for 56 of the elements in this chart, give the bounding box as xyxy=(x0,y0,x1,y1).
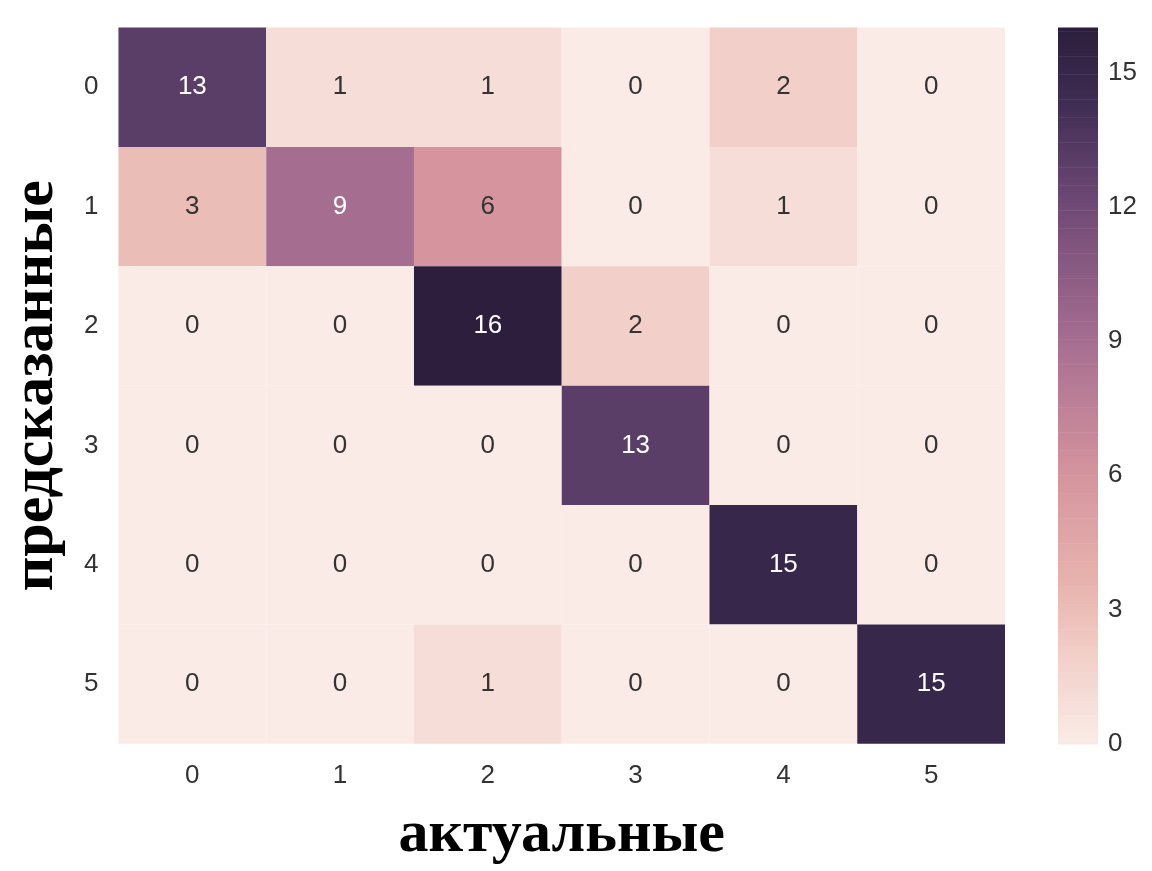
data-label: 0 xyxy=(923,189,939,220)
x-axis-title: актуальные xyxy=(398,797,725,864)
data-label: 15 xyxy=(916,667,946,698)
data-label: 13 xyxy=(621,428,651,459)
color-bar-label: 15 xyxy=(1108,55,1137,86)
x-tick-label: 4 xyxy=(776,758,791,789)
data-label: 1 xyxy=(776,189,791,220)
data-label: 16 xyxy=(473,309,503,340)
data-label: 15 xyxy=(768,547,798,578)
data-label: 3 xyxy=(185,189,200,220)
x-tick-label: 1 xyxy=(332,758,348,789)
x-tick-label: 2 xyxy=(480,758,496,789)
data-label: 0 xyxy=(628,667,643,698)
data-label: 0 xyxy=(776,428,791,459)
data-label: 6 xyxy=(480,189,496,220)
color-bar-label: 0 xyxy=(1108,726,1123,757)
data-label: 1 xyxy=(480,667,496,698)
data-label: 0 xyxy=(776,309,791,340)
data-label: 1 xyxy=(332,70,348,101)
data-label: 2 xyxy=(628,309,643,340)
data-label: 0 xyxy=(332,547,348,578)
x-tick-label: 5 xyxy=(923,758,939,789)
data-label: 0 xyxy=(185,547,200,578)
data-label: 0 xyxy=(628,70,643,101)
data-label: 0 xyxy=(480,547,496,578)
data-label: 0 xyxy=(923,547,939,578)
data-label: 1 xyxy=(480,70,496,101)
x-tick-label: 3 xyxy=(628,758,643,789)
y-tick-label: 1 xyxy=(83,189,99,220)
data-label: 0 xyxy=(923,70,939,101)
data-label: 0 xyxy=(628,189,643,220)
data-label: 2 xyxy=(776,70,791,101)
data-label: 0 xyxy=(332,428,348,459)
y-tick-label: 3 xyxy=(83,428,99,459)
data-label: 0 xyxy=(332,309,348,340)
data-label: 0 xyxy=(332,667,348,698)
y-tick-label: 5 xyxy=(83,667,99,698)
data-label: 0 xyxy=(923,428,939,459)
data-label: 0 xyxy=(480,428,496,459)
data-label: 0 xyxy=(185,667,200,698)
color-bar-label: 12 xyxy=(1108,189,1137,220)
data-label: 0 xyxy=(923,309,939,340)
y-tick-label: 4 xyxy=(83,547,99,578)
color-bar-label: 6 xyxy=(1108,458,1123,489)
data-label: 9 xyxy=(332,189,348,220)
data-label: 13 xyxy=(177,70,207,101)
x-tick-label: 0 xyxy=(185,758,200,789)
color-bar-label: 3 xyxy=(1108,592,1123,623)
data-label: 0 xyxy=(185,428,200,459)
data-label: 0 xyxy=(628,547,643,578)
y-tick-label: 0 xyxy=(83,70,99,101)
y-tick-label: 2 xyxy=(83,309,99,340)
color-bar-label: 9 xyxy=(1108,324,1123,355)
y-axis-title: предсказанные xyxy=(0,180,65,592)
data-label: 0 xyxy=(185,309,200,340)
data-label: 0 xyxy=(776,667,791,698)
